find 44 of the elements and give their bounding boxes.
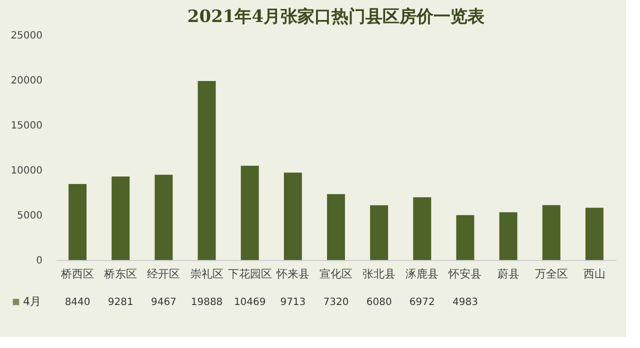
bar: [112, 176, 130, 260]
bar: [585, 208, 604, 260]
x-tick-label: 蔚县: [497, 268, 520, 280]
y-tick-label: 15000: [10, 120, 42, 132]
data-label: 6972: [409, 297, 435, 308]
bar: [154, 174, 173, 260]
y-tick-label: 0: [36, 256, 42, 266]
x-tick-label: 怀安县: [448, 268, 482, 280]
data-label: 19888: [190, 297, 223, 308]
x-tick-label: 怀来县: [275, 268, 310, 280]
x-tick-label: 万全区: [534, 268, 568, 280]
y-tick-label: 25000: [10, 30, 42, 42]
x-tick-label: 桥东区: [103, 268, 138, 280]
data-label: 9467: [150, 297, 176, 308]
bar: [456, 215, 474, 260]
data-label: 9281: [108, 297, 134, 308]
bar: [198, 81, 216, 260]
bar: [284, 172, 302, 260]
x-tick-label: 涿鹿县: [406, 268, 439, 280]
bar: [413, 197, 432, 260]
x-tick-label: 经开区: [147, 268, 180, 280]
x-tick-label: 崇礼区: [190, 268, 224, 280]
bar: [327, 194, 345, 260]
bar: [240, 166, 259, 260]
x-tick-label: 张北县: [362, 268, 396, 280]
x-tick-label: 桥西区: [60, 268, 94, 280]
data-label: 6080: [366, 297, 392, 308]
data-label: 10469: [234, 297, 266, 308]
legend-label: 4月: [23, 295, 41, 308]
y-tick-label: 10000: [10, 166, 42, 176]
data-label: 7320: [323, 297, 349, 308]
chart-title: 2021年4月张家口热门县区房价一览表: [187, 7, 486, 27]
y-tick-label: 5000: [17, 210, 42, 222]
data-label: 9713: [280, 297, 306, 308]
bar: [499, 212, 518, 260]
y-tick-label: 20000: [10, 76, 42, 86]
x-tick-label: 西山: [583, 268, 606, 280]
bar: [68, 184, 87, 260]
data-label: 8440: [64, 297, 90, 308]
bar: [542, 205, 560, 260]
x-tick-label: 宣化区: [320, 268, 352, 280]
x-tick-label: 下花园区: [228, 268, 272, 280]
data-label: 4983: [452, 297, 478, 308]
bar: [370, 205, 388, 260]
